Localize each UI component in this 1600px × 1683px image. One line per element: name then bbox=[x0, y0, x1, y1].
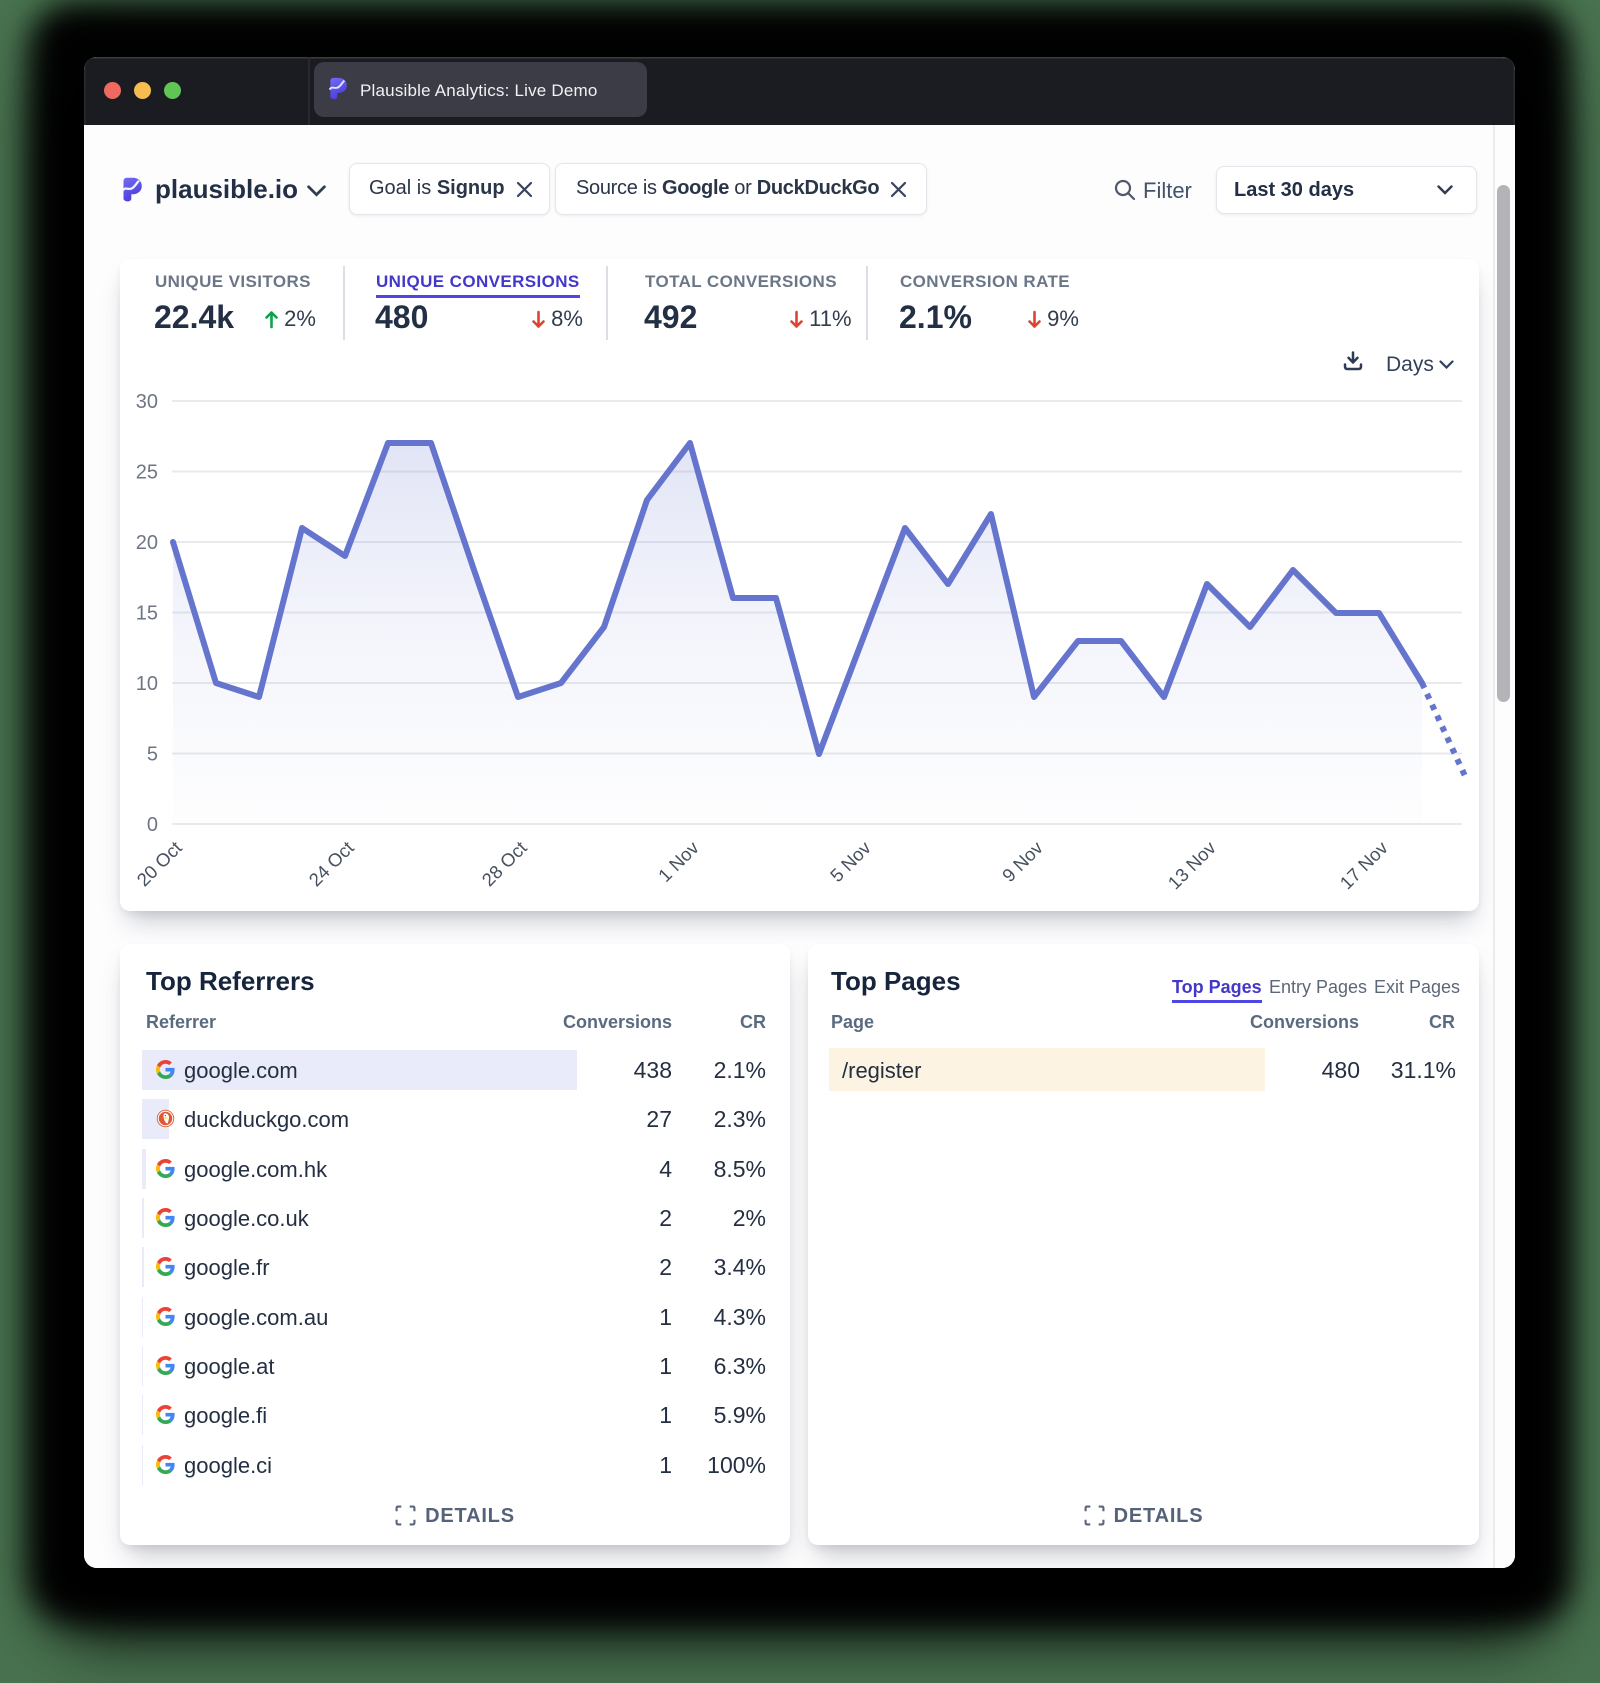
svg-text:0: 0 bbox=[147, 814, 158, 836]
svg-text:5: 5 bbox=[147, 744, 158, 766]
svg-text:20 Oct: 20 Oct bbox=[132, 837, 185, 890]
svg-text:13 Nov: 13 Nov bbox=[1164, 836, 1221, 893]
svg-text:1 Nov: 1 Nov bbox=[654, 836, 704, 886]
svg-text:24 Oct: 24 Oct bbox=[304, 837, 357, 890]
svg-text:20: 20 bbox=[136, 532, 158, 554]
svg-text:25: 25 bbox=[136, 462, 158, 484]
svg-text:17 Nov: 17 Nov bbox=[1336, 836, 1393, 893]
svg-text:30: 30 bbox=[136, 391, 158, 413]
svg-text:28 Oct: 28 Oct bbox=[477, 837, 530, 890]
svg-text:5 Nov: 5 Nov bbox=[826, 836, 876, 886]
svg-text:9 Nov: 9 Nov bbox=[998, 836, 1048, 886]
svg-text:15: 15 bbox=[136, 603, 158, 625]
svg-text:10: 10 bbox=[136, 673, 158, 695]
